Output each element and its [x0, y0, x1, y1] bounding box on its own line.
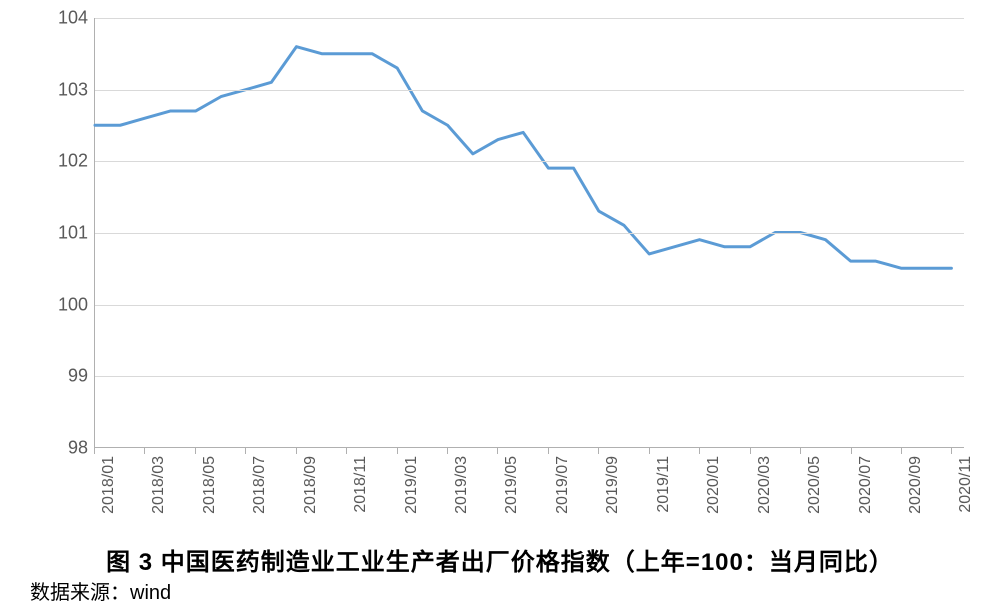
chart-caption: 图 3 中国医药制造业工业生产者出厂价格指数（上年=100：当月同比） — [0, 542, 1000, 577]
x-tick-mark — [447, 448, 448, 454]
y-tick-label: 98 — [38, 438, 88, 459]
x-tick-label: 2019/07 — [554, 456, 572, 514]
x-tick-label: 2019/03 — [453, 456, 471, 514]
x-tick-label: 2018/07 — [251, 456, 269, 514]
y-tick-label: 101 — [38, 223, 88, 244]
gridline — [95, 376, 964, 377]
x-tick-label: 2019/11 — [655, 456, 673, 513]
x-tick-label: 2020/09 — [907, 456, 925, 514]
x-tick-label: 2019/05 — [503, 456, 521, 514]
gridline — [95, 305, 964, 306]
plot-area — [94, 18, 964, 448]
x-tick-label: 2020/07 — [857, 456, 875, 514]
data-source-label: 数据来源：wind — [30, 576, 171, 605]
x-tick-mark — [750, 448, 751, 454]
x-tick-mark — [851, 448, 852, 454]
x-tick-mark — [346, 448, 347, 454]
x-tick-mark — [245, 448, 246, 454]
x-tick-mark — [94, 448, 95, 454]
x-tick-mark — [901, 448, 902, 454]
y-tick-label: 103 — [38, 79, 88, 100]
x-tick-mark — [649, 448, 650, 454]
y-tick-label: 99 — [38, 366, 88, 387]
x-tick-mark — [800, 448, 801, 454]
series-line — [95, 47, 951, 269]
x-tick-mark — [296, 448, 297, 454]
x-tick-label: 2018/09 — [302, 456, 320, 514]
x-tick-label: 2020/05 — [806, 456, 824, 514]
line-chart: 98 99 100 101 102 103 104 2018/01 2018/03 2018/05… — [30, 10, 980, 530]
x-tick-label: 2018/11 — [352, 456, 370, 513]
x-tick-mark — [548, 448, 549, 454]
gridline — [95, 233, 964, 234]
x-tick-label: 2018/01 — [100, 456, 118, 514]
x-tick-mark — [144, 448, 145, 454]
x-tick-label: 2019/01 — [403, 456, 421, 514]
x-tick-label: 2020/11 — [957, 456, 975, 513]
gridline — [95, 161, 964, 162]
x-tick-label: 2018/03 — [150, 456, 168, 514]
y-tick-label: 100 — [38, 294, 88, 315]
x-tick-mark — [699, 448, 700, 454]
x-tick-label: 2018/05 — [201, 456, 219, 514]
x-tick-mark — [951, 448, 952, 454]
y-tick-label: 104 — [38, 8, 88, 29]
x-tick-label: 2020/03 — [756, 456, 774, 514]
gridline — [95, 18, 964, 19]
x-tick-mark — [195, 448, 196, 454]
x-tick-label: 2019/09 — [604, 456, 622, 514]
x-tick-label: 2020/01 — [705, 456, 723, 514]
x-tick-mark — [397, 448, 398, 454]
y-tick-label: 102 — [38, 151, 88, 172]
x-tick-mark — [497, 448, 498, 454]
gridline — [95, 90, 964, 91]
x-tick-mark — [598, 448, 599, 454]
